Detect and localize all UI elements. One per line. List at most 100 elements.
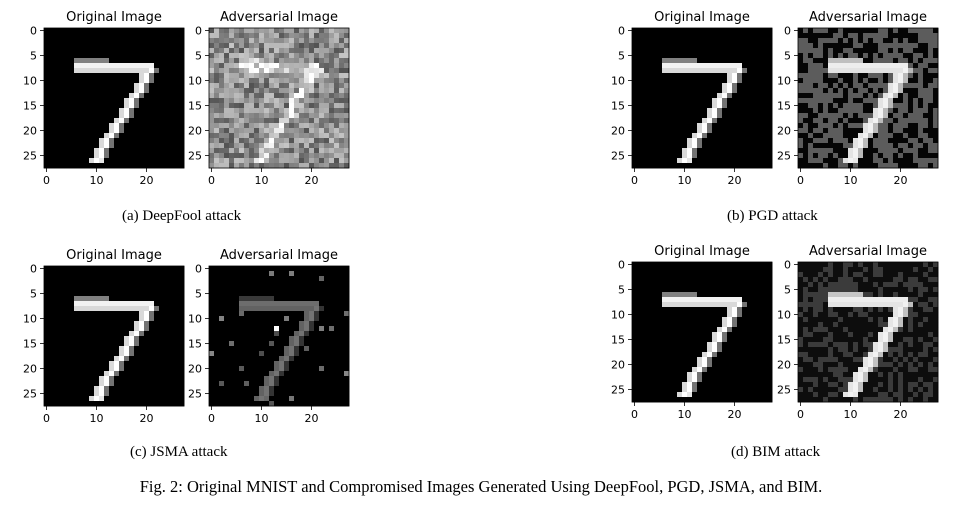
y-tick-label: 25: [611, 384, 625, 397]
panel-title: Adversarial Image: [809, 10, 927, 25]
x-tick-label: 10: [255, 174, 269, 187]
panel-title: Original Image: [66, 248, 162, 263]
y-tick-label: 15: [188, 100, 202, 113]
y-tick-label: 25: [777, 150, 791, 163]
x-tick-label: 10: [844, 174, 858, 187]
x-tick-label: 10: [90, 174, 104, 187]
x-tick-label: 0: [43, 412, 50, 425]
y-tick-label: 5: [618, 50, 625, 63]
adversarial-image-panel: Adversarial Image 0 5 10 15 20 25 0 10 20: [188, 248, 350, 425]
subcaption-b: (b) PGD attack: [727, 208, 818, 224]
y-tick-label: 5: [195, 288, 202, 301]
y-tick-label: 25: [188, 388, 202, 401]
adversarial-image-panel: Adversarial Image 0 5 10 15 20 25 0 10 20: [188, 10, 350, 187]
original-image-panel: Original Image 0 5 10 15 20 25 0 10 20: [23, 248, 185, 425]
panel-title: Adversarial Image: [220, 248, 338, 263]
axes-frame: [208, 265, 350, 407]
x-tick-label: 0: [631, 174, 638, 187]
y-tick-label: 25: [611, 150, 625, 163]
original-image-panel: Original Image 0 5 10 15 20 25 0 10 20: [611, 244, 773, 421]
mnist-image: [632, 262, 773, 403]
mnist-image: [209, 266, 350, 407]
axes-frame: [797, 27, 939, 169]
y-tick-label: 20: [611, 125, 625, 138]
panel-title: Original Image: [654, 10, 750, 25]
y-tick-label: 0: [195, 263, 202, 276]
subcaption-a: (a) DeepFool attack: [122, 208, 242, 224]
adversarial-image-panel: Adversarial Image 0 5 10 15 20 25 0 10 20: [777, 10, 939, 187]
y-tick-label: 10: [23, 75, 37, 88]
y-tick-label: 15: [23, 100, 37, 113]
subcaption-c: (c) JSMA attack: [130, 444, 228, 460]
y-tick-label: 25: [777, 384, 791, 397]
y-tick-label: 10: [611, 309, 625, 322]
y-tick-label: 0: [195, 25, 202, 38]
x-tick-label: 0: [797, 408, 804, 421]
y-tick-label: 20: [777, 125, 791, 138]
x-tick-label: 20: [728, 408, 742, 421]
y-tick-label: 5: [784, 284, 791, 297]
y-tick-label: 10: [611, 75, 625, 88]
panel-title: Adversarial Image: [220, 10, 338, 25]
y-tick-label: 10: [188, 75, 202, 88]
panel-title: Original Image: [66, 10, 162, 25]
y-tick-label: 0: [618, 259, 625, 272]
axes-frame: [43, 265, 185, 407]
y-tick-label: 20: [23, 363, 37, 376]
y-tick-label: 0: [784, 25, 791, 38]
panel-title: Adversarial Image: [809, 244, 927, 259]
figure-caption: Fig. 2: Original MNIST and Compromised I…: [139, 477, 823, 496]
axes-frame: [631, 27, 773, 169]
mnist-image: [798, 28, 939, 169]
x-tick-label: 20: [305, 412, 319, 425]
x-tick-label: 0: [208, 412, 215, 425]
adversarial-image-panel: Adversarial Image 0 5 10 15 20 25 0 10 20: [777, 244, 939, 421]
y-tick-label: 15: [611, 100, 625, 113]
axes-frame: [208, 27, 350, 169]
y-tick-label: 20: [23, 125, 37, 138]
original-image-panel: Original Image 0 5 10 15 20 25 0 10 20: [611, 10, 773, 187]
y-tick-label: 0: [30, 25, 37, 38]
y-tick-label: 20: [188, 363, 202, 376]
x-tick-label: 10: [255, 412, 269, 425]
subcaption-d: (d) BIM attack: [731, 444, 821, 460]
y-tick-label: 25: [23, 150, 37, 163]
y-tick-label: 5: [784, 50, 791, 63]
y-tick-label: 10: [777, 309, 791, 322]
mnist-image: [209, 28, 350, 169]
y-tick-label: 25: [23, 388, 37, 401]
y-tick-label: 15: [777, 334, 791, 347]
y-tick-label: 5: [195, 50, 202, 63]
y-tick-label: 5: [618, 284, 625, 297]
y-tick-label: 10: [188, 313, 202, 326]
y-tick-label: 25: [188, 150, 202, 163]
y-tick-label: 15: [188, 338, 202, 351]
mnist-image: [44, 266, 185, 407]
y-tick-label: 10: [777, 75, 791, 88]
y-tick-label: 5: [30, 50, 37, 63]
x-tick-label: 0: [43, 174, 50, 187]
x-tick-label: 10: [678, 408, 692, 421]
x-tick-label: 0: [797, 174, 804, 187]
x-tick-label: 0: [631, 408, 638, 421]
y-tick-label: 0: [784, 259, 791, 272]
y-tick-label: 15: [777, 100, 791, 113]
axes-frame: [43, 27, 185, 169]
y-tick-label: 15: [23, 338, 37, 351]
x-tick-label: 20: [894, 174, 908, 187]
panel-title: Original Image: [654, 244, 750, 259]
mnist-image: [798, 262, 939, 403]
y-tick-label: 10: [23, 313, 37, 326]
x-tick-label: 20: [140, 412, 154, 425]
axes-frame: [631, 261, 773, 403]
x-tick-label: 10: [844, 408, 858, 421]
mnist-image: [44, 28, 185, 169]
mnist-image: [632, 28, 773, 169]
y-tick-label: 20: [777, 359, 791, 372]
x-tick-label: 20: [728, 174, 742, 187]
axes-frame: [797, 261, 939, 403]
x-tick-label: 20: [305, 174, 319, 187]
y-tick-label: 15: [611, 334, 625, 347]
x-tick-label: 10: [90, 412, 104, 425]
